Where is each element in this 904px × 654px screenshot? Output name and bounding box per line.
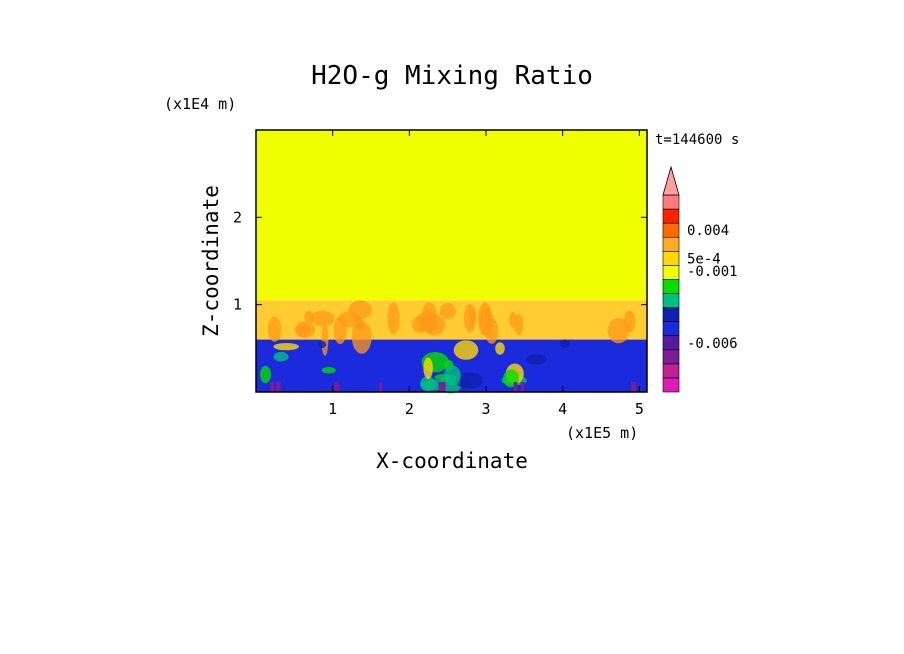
colorbar-extend-arrow (662, 165, 680, 196)
colorbar: 0.004 5e-4-0.001 -0.006 (662, 165, 738, 393)
y-scale-label: (x1E4 m) (164, 95, 236, 113)
x-tick-label: 1 (328, 400, 337, 418)
colorbar-bin (662, 335, 680, 351)
colorbar-bin (662, 293, 680, 308)
mixing-plume (321, 322, 329, 356)
mixing-plume (423, 314, 446, 336)
colorbar-bin (662, 250, 680, 266)
lower-layer-eddy (273, 342, 299, 351)
surface-streak (631, 382, 637, 392)
mixing-plume (469, 307, 477, 327)
colorbar-bin (662, 222, 680, 238)
chart-title: H2O-g Mixing Ratio (311, 61, 593, 91)
plot-frame (255, 129, 648, 393)
colorbar-bin (662, 236, 680, 252)
y-axis-label: Z-coordinate (199, 185, 223, 337)
lower-layer-eddy (495, 342, 505, 355)
colorbar-label: 5e-4 (687, 251, 721, 267)
lower-layer-eddy (453, 340, 479, 360)
mixing-plume (514, 313, 524, 336)
x-tick-label: 3 (481, 400, 490, 418)
colorbar-bin (662, 194, 680, 210)
surface-streak (438, 382, 446, 392)
x-tick-label: 5 (635, 400, 644, 418)
mixing-plume (607, 317, 630, 344)
x-tick-label: 2 (405, 400, 414, 418)
surface-streak (379, 382, 383, 392)
lower-layer-eddy (420, 376, 436, 392)
surface-streak (276, 382, 281, 392)
lower-layer-eddy (525, 354, 547, 365)
colorbar-label: -0.006 (687, 336, 738, 352)
x-axis-ticks: 1 2 3 4 5 (328, 130, 644, 418)
mixing-plume (310, 310, 335, 327)
lower-layer-eddy (321, 367, 336, 374)
lower-layer-eddy (443, 365, 461, 386)
lower-layer-eddy (423, 357, 433, 380)
x-scale-label: (x1E5 m) (566, 424, 638, 442)
surface-streak (269, 382, 275, 392)
colorbar-bin (662, 307, 680, 322)
field-region-upper-layer (256, 130, 647, 301)
lower-layer-eddy (455, 372, 484, 389)
lower-layer-eddy (559, 339, 571, 348)
mixing-plume (294, 321, 316, 338)
surface-streak (513, 382, 518, 392)
lower-layer-eddy (317, 340, 327, 349)
colorbar-bin (662, 279, 680, 294)
colorbar-bin (662, 349, 680, 365)
y-axis-ticks: 12 (233, 208, 647, 314)
surface-streak (520, 382, 525, 392)
mixing-plume (267, 316, 282, 342)
colorbar-bin (662, 265, 680, 280)
mixing-plume (333, 316, 347, 345)
surface-streak (334, 382, 340, 392)
x-tick-label: 4 (558, 400, 567, 418)
colorbar-label: 0.004 (687, 223, 729, 239)
mixing-plume (351, 320, 372, 354)
colorbar-bin (662, 321, 680, 337)
colorbar-bin (662, 377, 680, 393)
y-tick-label: 2 (233, 208, 242, 226)
mixing-plume (387, 302, 400, 335)
lower-layer-eddy (259, 365, 272, 384)
lower-layer-eddy (273, 351, 289, 362)
x-axis-label: X-coordinate (376, 449, 528, 473)
mixing-plume (304, 310, 315, 324)
y-tick-label: 1 (233, 296, 242, 314)
mixing-plume (348, 300, 372, 320)
colorbar-bin (662, 363, 680, 379)
colorbar-label: -0.001 (687, 264, 738, 280)
mixing-plume (478, 302, 493, 337)
colorbar-bin (662, 208, 680, 224)
mixing-plume (439, 303, 456, 319)
mixing-ratio-field (256, 130, 647, 394)
time-label: t=144600 s (655, 132, 739, 148)
